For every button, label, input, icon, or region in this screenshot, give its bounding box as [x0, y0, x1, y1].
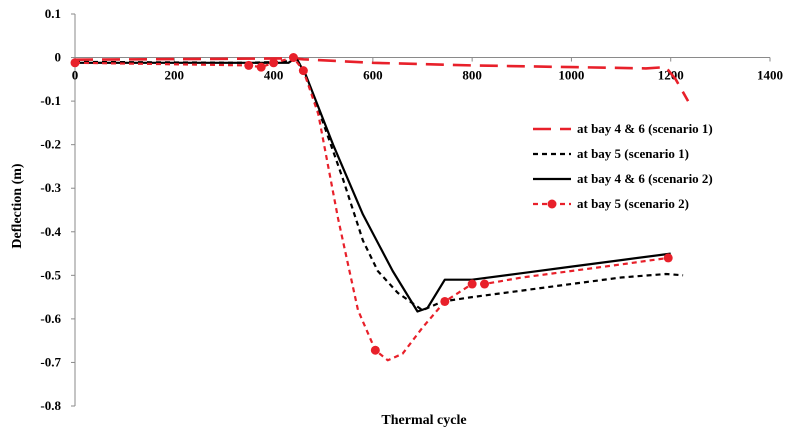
x-tick-label: 1400	[757, 68, 783, 83]
x-tick-label: 200	[165, 68, 185, 83]
series-4-point	[244, 60, 254, 70]
series-4-point	[467, 279, 477, 289]
legend-label-1: at bay 4 & 6 (scenario 1)	[577, 121, 713, 136]
series-4-point	[663, 253, 673, 263]
series-layer	[70, 53, 690, 362]
x-axis-title: Thermal cycle	[381, 413, 466, 428]
y-axis-title: Deflection (m)	[10, 163, 25, 248]
y-tick-label: -0.8	[40, 398, 61, 413]
y-tick-label: -0.5	[40, 267, 61, 282]
series-4-point	[370, 345, 380, 355]
x-tick-label: 400	[264, 68, 284, 83]
series-4-point	[256, 62, 266, 72]
series-4-point	[298, 66, 308, 76]
y-tick-label: -0.7	[40, 354, 61, 369]
y-tick-label: -0.6	[40, 311, 61, 326]
y-tick-label: 0	[55, 50, 62, 65]
x-tick-label: 600	[363, 68, 383, 83]
legend-label-3: at bay 4 & 6 (scenario 2)	[577, 171, 713, 186]
series-line-1	[74, 57, 690, 102]
series-4-point	[440, 296, 450, 306]
legend-label-2: at bay 5 (scenario 1)	[577, 146, 689, 161]
x-tick-label: 800	[462, 68, 482, 83]
y-tick-label: -0.4	[40, 224, 61, 239]
y-tick-label: -0.3	[40, 180, 61, 195]
y-tick-label: -0.1	[40, 93, 61, 108]
legend-label-4: at bay 5 (scenario 2)	[577, 196, 689, 211]
series-line-3	[75, 56, 671, 313]
series-4-point	[288, 53, 298, 63]
y-tick-label: 0.1	[45, 6, 61, 21]
y-tick-label: -0.2	[40, 137, 61, 152]
legend: at bay 4 & 6 (scenario 1) at bay 5 (scena…	[533, 121, 713, 211]
legend-marker-4	[547, 199, 557, 209]
x-tick-label: 0	[72, 68, 79, 83]
series-4-point	[269, 58, 279, 68]
series-4-point	[70, 58, 80, 68]
x-tick-label: 1000	[558, 68, 584, 83]
axes: 0.1 0 -0.1 -0.2 -0.3 -0.4 -0.5 -0.6 -0.7 -0.8 0 200…	[40, 6, 783, 413]
series-4-point	[480, 279, 490, 289]
